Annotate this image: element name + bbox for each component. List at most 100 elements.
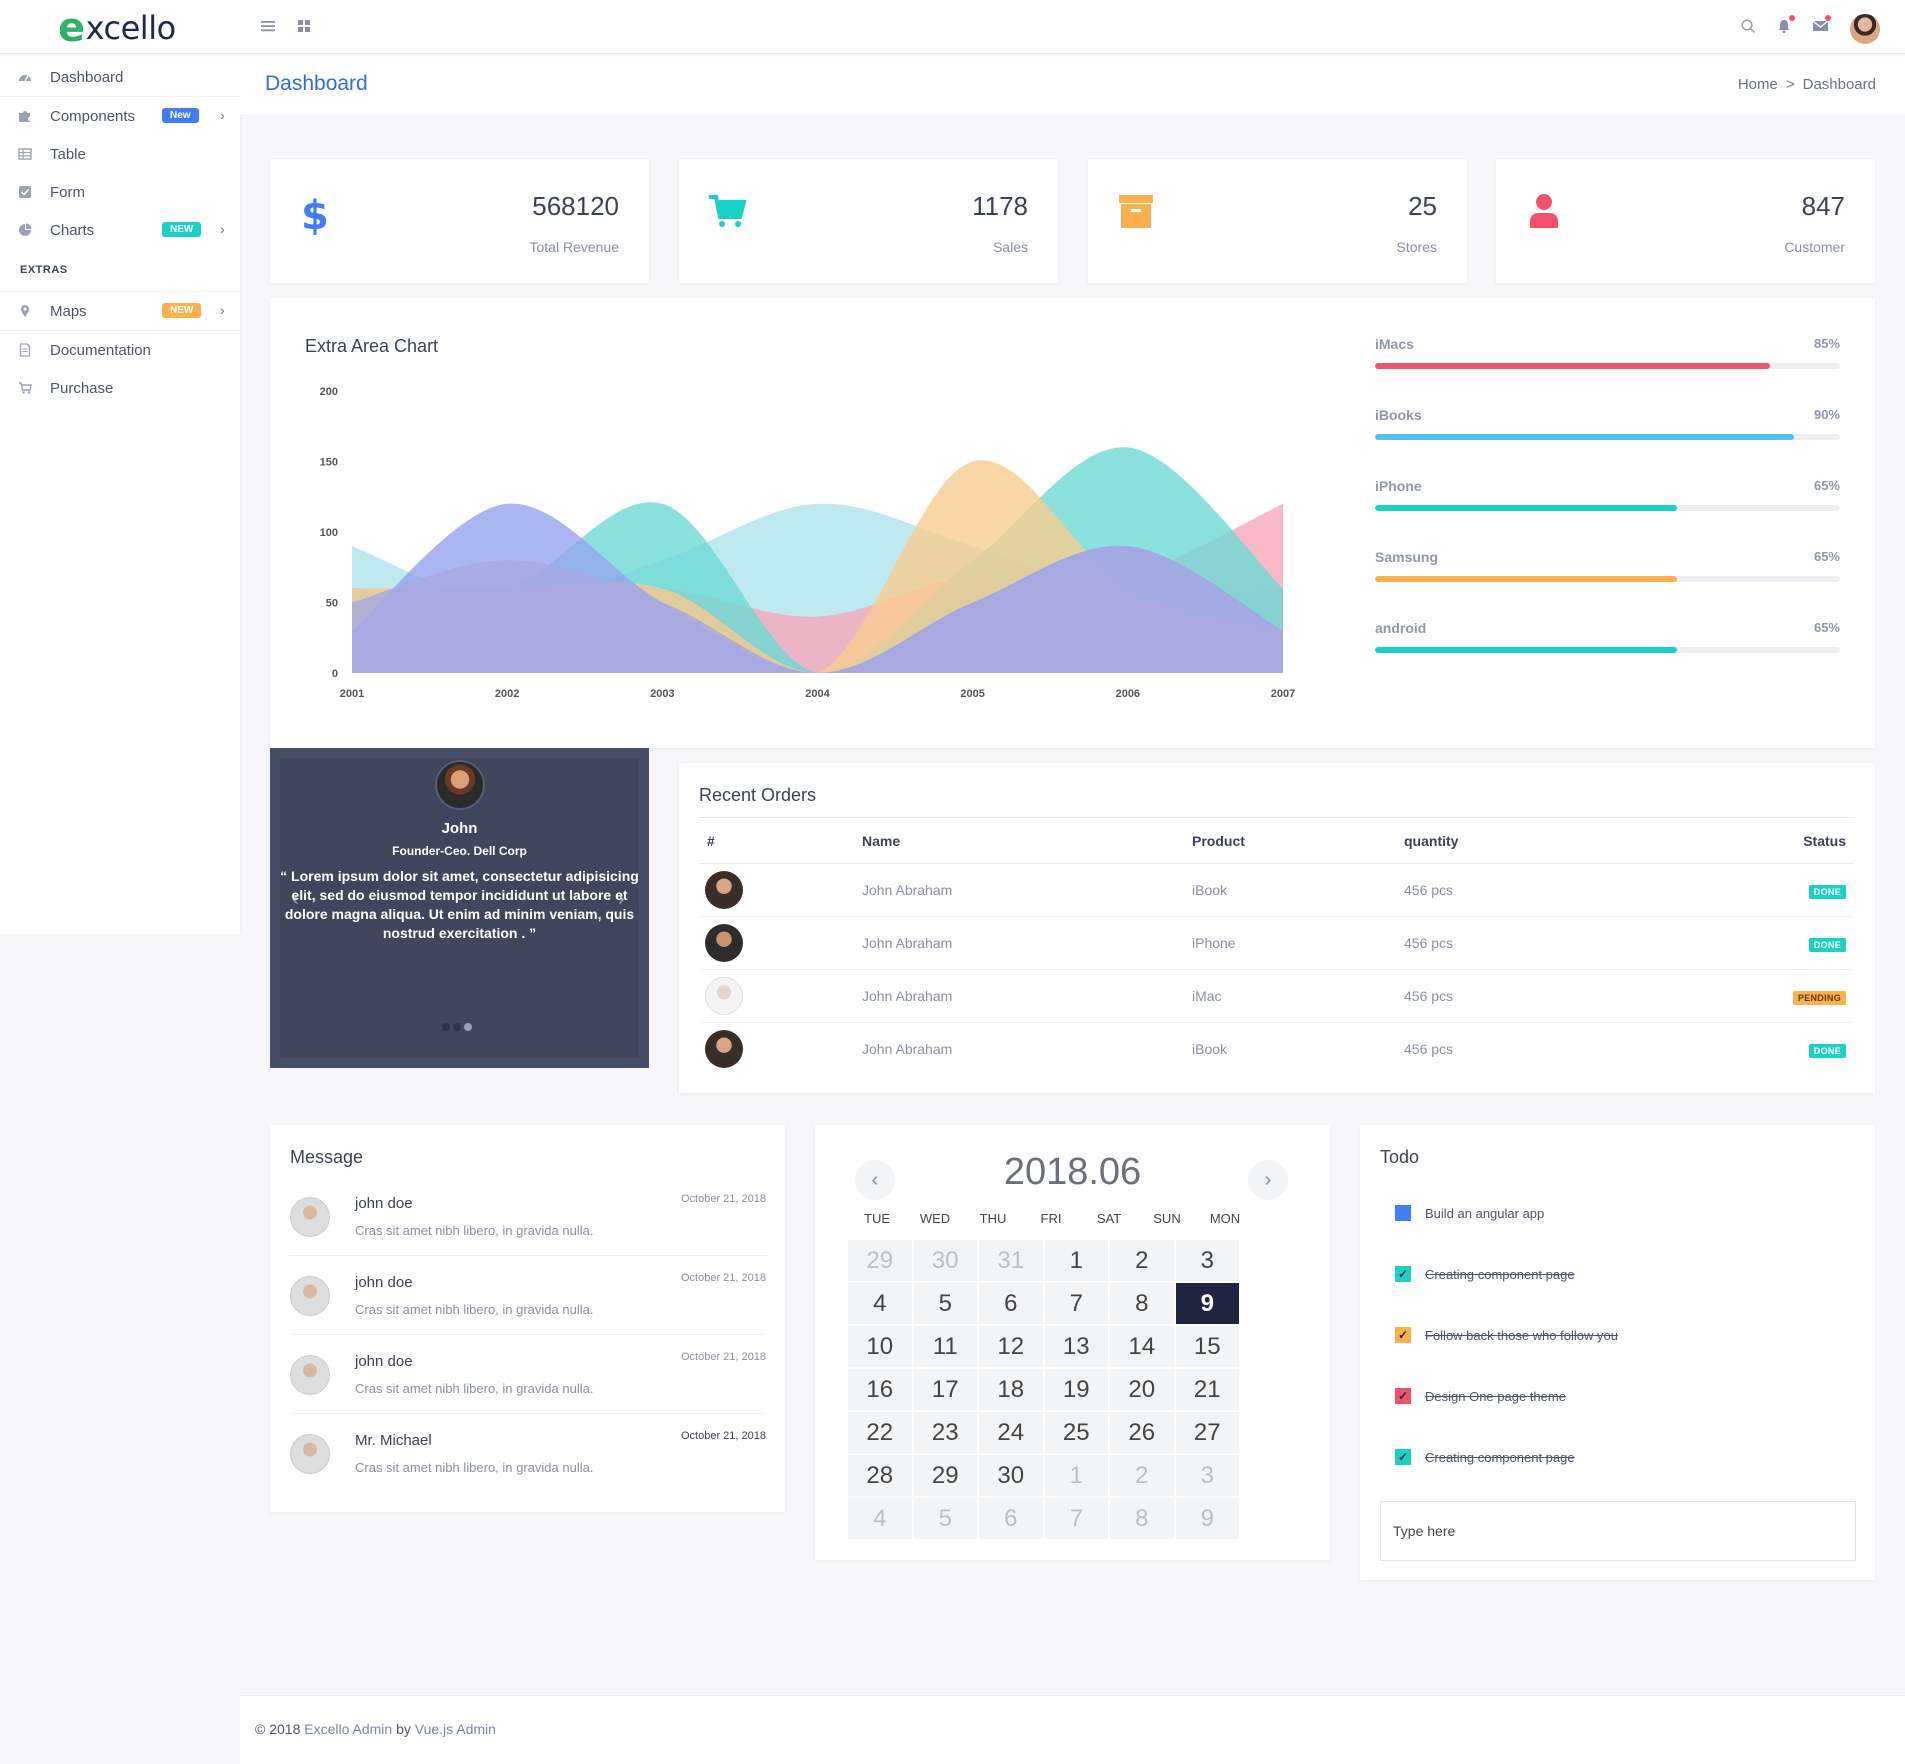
calendar-day[interactable]: 18: [979, 1369, 1043, 1410]
todo-checkbox-checked[interactable]: ✓: [1395, 1327, 1411, 1343]
calendar-day[interactable]: 12: [979, 1326, 1043, 1367]
footer-vue-link[interactable]: Vue.js Admin: [414, 1721, 496, 1737]
bell-icon[interactable]: [1776, 18, 1794, 36]
todo-input[interactable]: [1380, 1501, 1856, 1561]
calendar-day[interactable]: 9: [1175, 1283, 1239, 1324]
calendar-day[interactable]: 7: [1044, 1283, 1108, 1324]
calendar-day[interactable]: 21: [1175, 1369, 1239, 1410]
calendar-day[interactable]: 13: [1044, 1326, 1108, 1367]
sidebar-item-components[interactable]: Components New ›: [0, 97, 240, 135]
calendar-day[interactable]: 24: [979, 1412, 1043, 1453]
progress-label: iMacs: [1375, 336, 1414, 352]
testimonial-name: John: [441, 820, 478, 837]
calendar-day[interactable]: 22: [848, 1412, 912, 1453]
carousel-dot[interactable]: [453, 1023, 461, 1031]
calendar-next-icon[interactable]: ›: [1248, 1160, 1288, 1200]
calendar-day[interactable]: 4: [848, 1498, 912, 1539]
calendar-day[interactable]: 15: [1175, 1326, 1239, 1367]
calendar-day[interactable]: 27: [1175, 1412, 1239, 1453]
calendar-day[interactable]: 20: [1110, 1369, 1174, 1410]
todo-item[interactable]: ✓ Design One page theme: [1395, 1388, 1566, 1404]
footer-by: by: [392, 1721, 415, 1737]
calendar-day[interactable]: 3: [1175, 1455, 1239, 1496]
footer-brand-link[interactable]: Excello Admin: [304, 1721, 393, 1737]
carousel-next-icon[interactable]: ›: [618, 888, 625, 910]
todo-checkbox-checked[interactable]: ✓: [1395, 1388, 1411, 1404]
todo-checkbox-checked[interactable]: ✓: [1395, 1449, 1411, 1465]
carousel-dot[interactable]: [442, 1023, 450, 1031]
sidebar-item-maps[interactable]: Maps NEW ›: [0, 292, 240, 330]
todo-item[interactable]: ✓ Creating component page: [1395, 1449, 1575, 1465]
calendar-day[interactable]: 19: [1044, 1369, 1108, 1410]
calendar-day[interactable]: 29: [913, 1455, 977, 1496]
calendar-day[interactable]: 23: [913, 1412, 977, 1453]
calendar-day[interactable]: 4: [848, 1283, 912, 1324]
carousel-prev-icon[interactable]: ‹: [292, 888, 299, 910]
search-icon[interactable]: [1740, 18, 1758, 36]
calendar-day[interactable]: 31: [979, 1240, 1043, 1281]
table-icon: [18, 147, 32, 161]
message-item[interactable]: john doe Cras sit amet nibh libero, in g…: [290, 1177, 766, 1256]
calendar-day[interactable]: 9: [1175, 1498, 1239, 1539]
table-row[interactable]: John Abraham iPhone 456 pcs DONE: [699, 916, 1854, 970]
y-tick-label: 100: [320, 527, 338, 539]
sidebar-item-dashboard[interactable]: Dashboard: [0, 58, 240, 96]
sidebar-item-documentation[interactable]: Documentation: [0, 331, 240, 369]
todo-checkbox-checked[interactable]: ✓: [1395, 1266, 1411, 1282]
brand-logo[interactable]: e xcello: [58, 8, 176, 48]
sidebar-item-table[interactable]: Table: [0, 135, 240, 173]
calendar-day[interactable]: 25: [1044, 1412, 1108, 1453]
calendar-day[interactable]: 10: [848, 1326, 912, 1367]
calendar-day[interactable]: 1: [1044, 1240, 1108, 1281]
calendar-day[interactable]: 30: [913, 1240, 977, 1281]
calendar-day[interactable]: 7: [1044, 1498, 1108, 1539]
calendar-day[interactable]: 14: [1110, 1326, 1174, 1367]
calendar-day[interactable]: 6: [979, 1498, 1043, 1539]
sidebar-item-purchase[interactable]: Purchase: [0, 369, 240, 407]
stat-value: 25: [1408, 191, 1437, 221]
table-row[interactable]: John Abraham iMac 456 pcs PENDING: [699, 969, 1854, 1023]
breadcrumb: Home > Dashboard: [1734, 76, 1880, 93]
grid-icon[interactable]: [296, 18, 314, 36]
calendar-day[interactable]: 3: [1175, 1240, 1239, 1281]
breadcrumb-home[interactable]: Home: [1737, 76, 1778, 93]
calendar-day[interactable]: 29: [848, 1240, 912, 1281]
calendar-day[interactable]: 8: [1110, 1283, 1174, 1324]
message-item[interactable]: john doe Cras sit amet nibh libero, in g…: [290, 1335, 766, 1414]
order-quantity: 456 pcs: [1404, 863, 1754, 917]
calendar-day[interactable]: 17: [913, 1369, 977, 1410]
sidebar-item-form[interactable]: Form: [0, 173, 240, 211]
carousel-dot-active[interactable]: [464, 1023, 472, 1031]
calendar-day[interactable]: 5: [913, 1498, 977, 1539]
message-item[interactable]: Mr. Michael Cras sit amet nibh libero, i…: [290, 1414, 766, 1493]
sidebar-item-charts[interactable]: Charts NEW ›: [0, 211, 240, 249]
table-row[interactable]: John Abraham iBook 456 pcs DONE: [699, 863, 1854, 917]
calendar-day[interactable]: 2: [1110, 1455, 1174, 1496]
calendar-day[interactable]: 2: [1110, 1240, 1174, 1281]
progress-fill: [1375, 505, 1678, 511]
table-row[interactable]: John Abraham iBook 456 pcs DONE: [699, 1023, 1854, 1076]
calendar-day[interactable]: 11: [913, 1326, 977, 1367]
calendar-prev-icon[interactable]: ‹: [855, 1160, 895, 1200]
calendar-day[interactable]: 1: [1044, 1455, 1108, 1496]
mail-icon[interactable]: [1812, 18, 1830, 36]
calendar-day[interactable]: 5: [913, 1283, 977, 1324]
todo-checkbox[interactable]: [1395, 1205, 1411, 1221]
calendar-day[interactable]: 16: [848, 1369, 912, 1410]
stat-label: Total Revenue: [529, 239, 619, 255]
calendar-day[interactable]: 6: [979, 1283, 1043, 1324]
calendar-day[interactable]: 26: [1110, 1412, 1174, 1453]
todo-item[interactable]: ✓ Follow back those who follow you: [1395, 1327, 1618, 1343]
calendar-day[interactable]: 8: [1110, 1498, 1174, 1539]
message-item[interactable]: john doe Cras sit amet nibh libero, in g…: [290, 1256, 766, 1335]
todo-item[interactable]: ✓ Creating component page: [1395, 1266, 1575, 1282]
calendar-day[interactable]: 28: [848, 1455, 912, 1496]
archive-box-icon: [1116, 191, 1156, 231]
calendar-day[interactable]: 30: [979, 1455, 1043, 1496]
y-tick-label: 200: [320, 386, 338, 398]
todo-item[interactable]: Build an angular app: [1395, 1205, 1544, 1221]
order-quantity: 456 pcs: [1404, 969, 1754, 1023]
calendar-weekday: FRI: [1040, 1211, 1062, 1226]
menu-icon[interactable]: [260, 18, 278, 36]
user-avatar[interactable]: [1850, 14, 1880, 44]
